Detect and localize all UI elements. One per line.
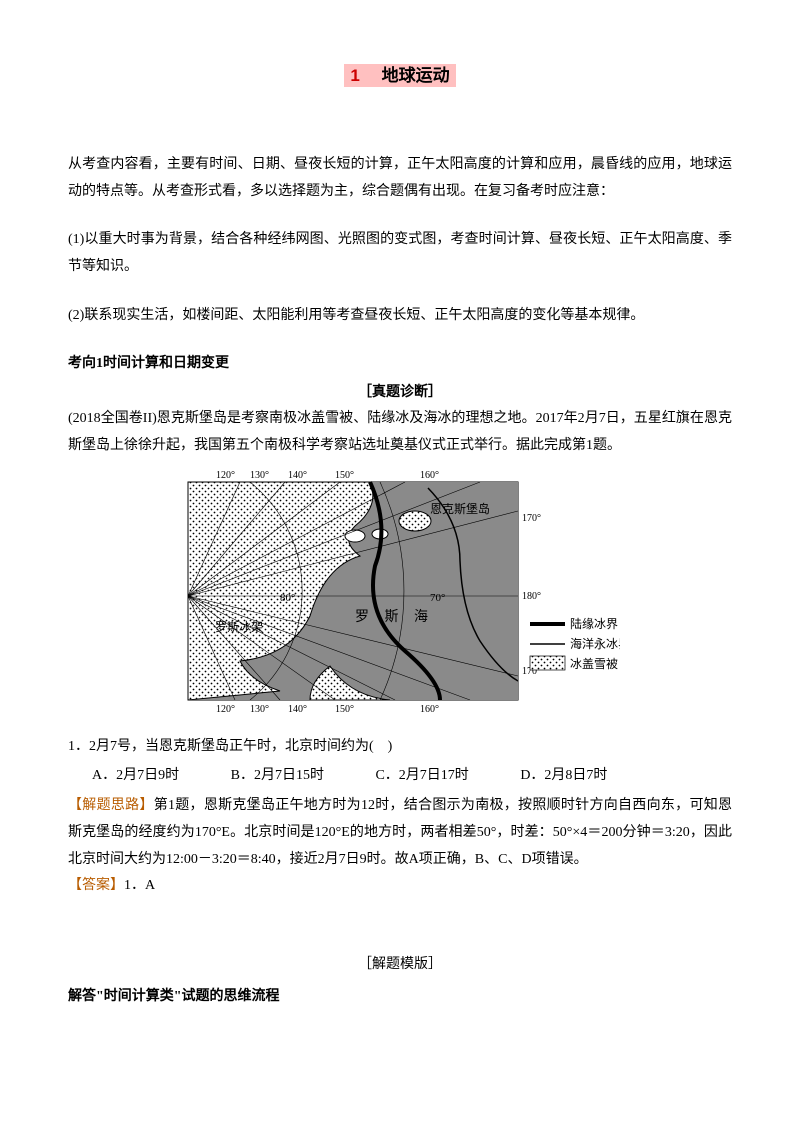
q1-analysis-block: 【解题思路】第1题，恩斯克堡岛正午地方时为12时，结合图示为南极，按照顺时针方向…: [68, 793, 732, 873]
title-text: [365, 66, 382, 85]
svg-text:170°: 170°: [522, 513, 541, 524]
svg-text:180°: 180°: [522, 591, 541, 602]
svg-text:150°: 150°: [335, 470, 354, 481]
svg-text:120°: 120°: [216, 704, 235, 715]
svg-text:160°: 160°: [420, 704, 439, 715]
map-figure: 恩克斯堡岛 罗斯冰架 罗 斯 海 80° 70° 120° 130° 140° …: [68, 466, 732, 727]
svg-text:罗斯冰架: 罗斯冰架: [215, 620, 263, 634]
section1-context: (2018全国卷II)恩克斯堡岛是考察南极冰盖雪被、陆缘冰及海冰的理想之地。20…: [68, 406, 732, 459]
section2-heading: 解答"时间计算类"试题的思维流程: [68, 984, 732, 1011]
svg-text:160°: 160°: [420, 470, 439, 481]
svg-text:80°: 80°: [280, 592, 295, 604]
q1-optB: B．2月7日15时: [231, 768, 324, 783]
answer-text: 1．A: [124, 878, 155, 893]
analysis-label: 【解题思路】: [68, 798, 154, 813]
q1-optA: A．2月7日9时: [92, 768, 179, 783]
svg-text:罗 斯 海: 罗 斯 海: [355, 609, 434, 625]
q1-stem: 1．2月7号，当恩克斯堡岛正午时，北京时间约为( ): [68, 734, 732, 761]
svg-text:冰盖雪被: 冰盖雪被: [570, 657, 618, 671]
title-number: 1: [350, 66, 359, 85]
intro-p2: (1)以重大时事为背景，结合各种经纬网图、光照图的变式图，考查时间计算、昼夜长短…: [68, 227, 732, 280]
svg-text:140°: 140°: [288, 704, 307, 715]
page-title: 1 地球运动: [68, 60, 732, 92]
intro-p1: 从考查内容看，主要有时间、日期、昼夜长短的计算，正午太阳高度的计算和应用，晨昏线…: [68, 152, 732, 205]
title-label: 地球运动: [382, 66, 450, 85]
section1-heading: 考向1时间计算和日期变更: [68, 351, 732, 378]
q1-optC: C．2月7日17时: [375, 768, 468, 783]
q1-answer-block: 【答案】1．A: [68, 873, 732, 900]
q1-options: A．2月7日9时 B．2月7日15时 C．2月7日17时 D．2月8日7时: [68, 763, 732, 790]
q1-optD: D．2月8日7时: [520, 768, 607, 783]
svg-text:陆缘冰界: 陆缘冰界: [570, 616, 618, 631]
spacer: [68, 900, 732, 950]
svg-text:海洋永冰界: 海洋永冰界: [570, 636, 620, 651]
svg-text:70°: 70°: [430, 592, 445, 604]
section2-subheading: ［解题模版］: [68, 952, 732, 979]
svg-text:150°: 150°: [335, 704, 354, 715]
svg-text:120°: 120°: [216, 470, 235, 481]
section1-subheading: ［真题诊断］: [68, 380, 732, 407]
intro-p3: (2)联系现实生活，如楼间距、太阳能利用等考查昼夜长短、正午太阳高度的变化等基本…: [68, 303, 732, 330]
answer-label: 【答案】: [68, 878, 124, 893]
svg-text:130°: 130°: [250, 704, 269, 715]
svg-text:恩克斯堡岛: 恩克斯堡岛: [430, 501, 490, 516]
svg-text:130°: 130°: [250, 470, 269, 481]
analysis-text: 第1题，恩斯克堡岛正午地方时为12时，结合图示为南极，按照顺时针方向自西向东，可…: [68, 798, 732, 866]
svg-text:140°: 140°: [288, 470, 307, 481]
title-highlight: 1 地球运动: [344, 64, 455, 87]
